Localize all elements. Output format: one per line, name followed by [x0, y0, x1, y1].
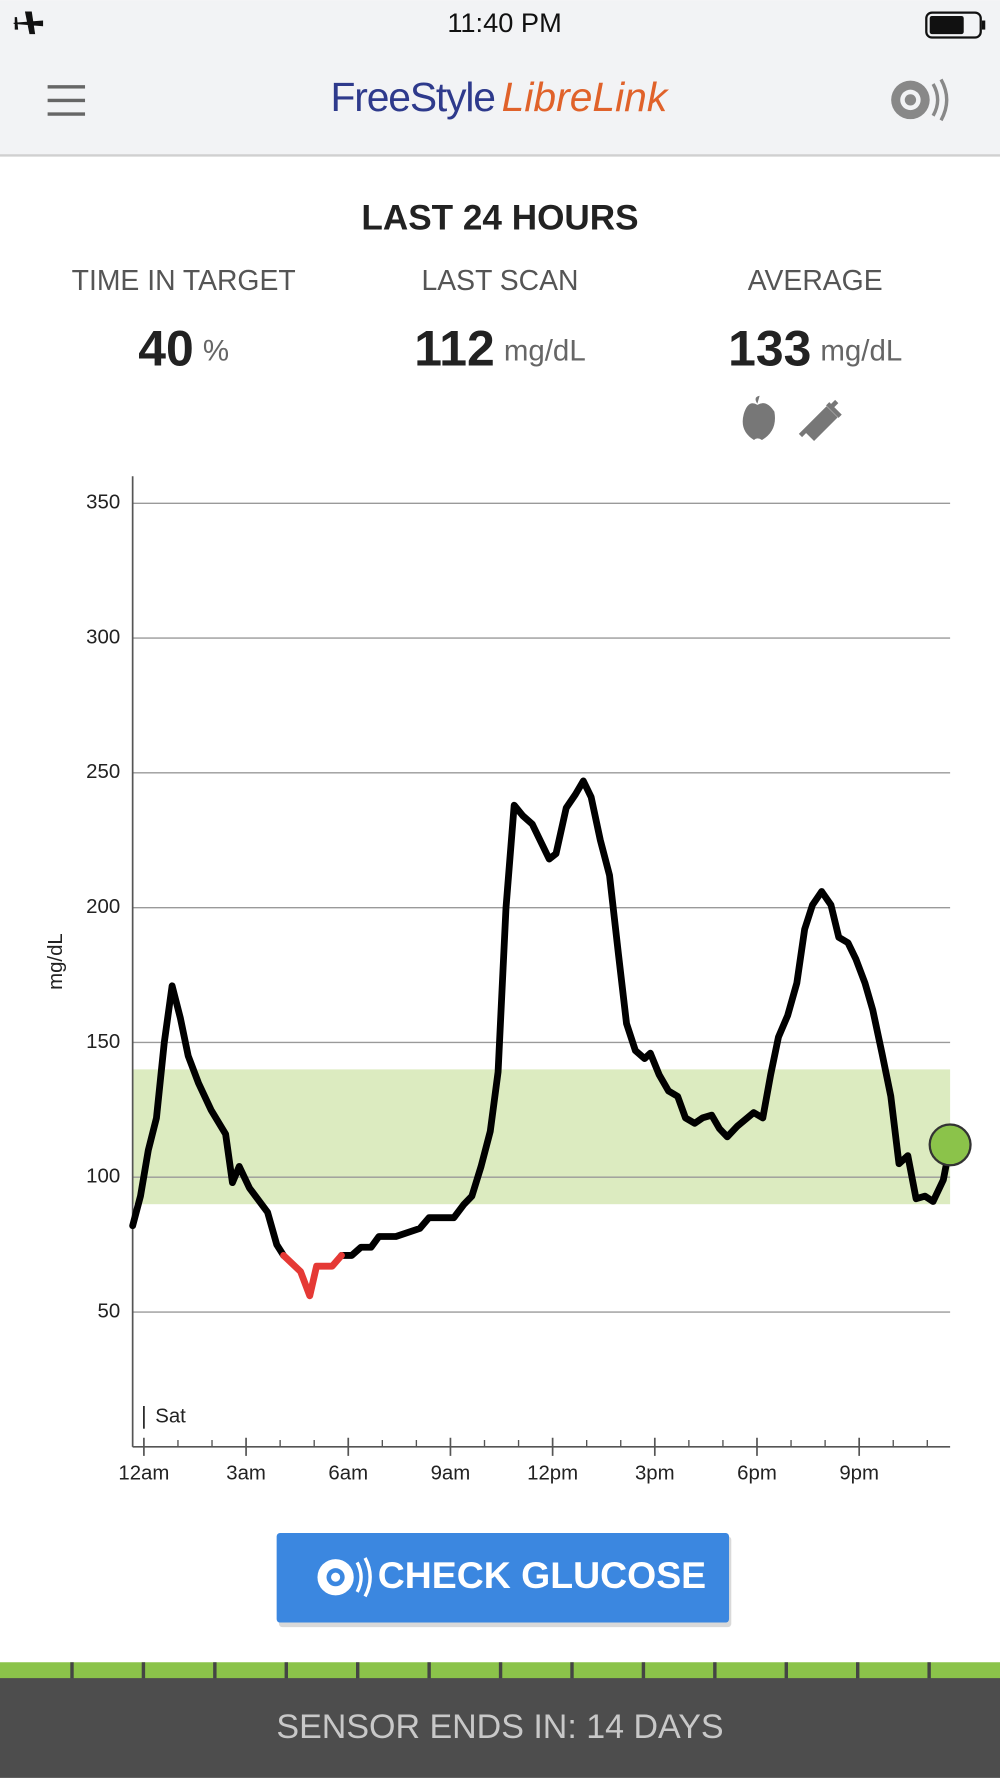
- progress-separator: [70, 1662, 74, 1680]
- y-tick-label: 100: [86, 1166, 120, 1188]
- x-tick-label: 6pm: [737, 1462, 777, 1484]
- scan-icon[interactable]: [891, 78, 949, 122]
- scan-center: [904, 94, 917, 106]
- stat-label: TIME IN TARGET: [72, 265, 296, 297]
- x-tick-label: 12pm: [527, 1462, 578, 1484]
- stat-value-line: 40%: [138, 321, 229, 377]
- insulin-icon: [798, 399, 842, 441]
- menu-line: [47, 85, 86, 89]
- glucose-chart: 50 100 150 200 250 300 350 mg/dL 12am 3am 6am 9am 12…: [45, 476, 972, 1484]
- y-tick-label: 200: [86, 896, 120, 918]
- progress-separator: [427, 1662, 431, 1680]
- menu-button[interactable]: [47, 85, 86, 116]
- target-range: [132, 1069, 951, 1205]
- progress-separator: [784, 1662, 788, 1680]
- stat-unit: %: [203, 335, 229, 368]
- summary-title: LAST 24 HOURS: [361, 198, 638, 237]
- stat-value-line: 112 mg/dL: [414, 321, 585, 377]
- stat-unit: mg/dL: [820, 335, 902, 368]
- scan-waves: [931, 78, 949, 122]
- battery-level: [929, 15, 964, 35]
- battery-tip: [981, 20, 986, 30]
- progress-separator: [713, 1662, 717, 1680]
- sensor-progress-separators: [70, 1662, 931, 1680]
- stat-unit: mg/dL: [504, 335, 586, 368]
- button-label[interactable]: CHECK GLUCOSE: [378, 1554, 706, 1596]
- check-glucose-button[interactable]: CHECK GLUCOSE: [276, 1532, 732, 1628]
- x-tick-label: 12am: [118, 1462, 169, 1484]
- menu-line: [47, 112, 86, 116]
- current-reading: [928, 1123, 972, 1167]
- y-tick-label: 350: [86, 492, 120, 514]
- stat-label: AVERAGE: [748, 265, 883, 297]
- progress-separator: [356, 1662, 360, 1680]
- progress-separator: [498, 1662, 503, 1680]
- y-tick-label: 250: [86, 761, 120, 783]
- y-tick-label: 300: [86, 626, 120, 648]
- x-tick-label: 9pm: [839, 1462, 879, 1484]
- glucose-line: [280, 1252, 345, 1300]
- stat-value: 112: [414, 321, 494, 377]
- progress-separator: [641, 1662, 646, 1680]
- battery-icon: [925, 11, 982, 39]
- brand-logo: FreeStyle LibreLink: [330, 74, 669, 120]
- stat-value: 133: [728, 321, 811, 377]
- progress-separator: [141, 1662, 146, 1680]
- progress-separator: [284, 1662, 288, 1680]
- day-marker-label: Sat: [155, 1406, 186, 1428]
- brand-librelink: LibreLink: [502, 74, 670, 120]
- brand-freestyle: FreeStyle: [330, 74, 494, 120]
- button-icon-waves: [355, 1557, 372, 1598]
- glucose-line: [129, 777, 954, 1259]
- button-icon-center: [331, 1572, 341, 1582]
- progress-separator: [570, 1662, 574, 1680]
- button-background: [276, 1532, 730, 1623]
- status-time: 11:40 PM: [447, 7, 561, 38]
- progress-separator: [927, 1662, 931, 1680]
- food-icon: [742, 395, 775, 441]
- sensor-status: SENSOR ENDS IN: 14 DAYS: [276, 1708, 723, 1746]
- progress-separator: [856, 1662, 860, 1680]
- x-tick-label: 9am: [431, 1462, 471, 1484]
- summary-stats: TIME IN TARGET 40 % LAST SCAN 112 mg/dL AVERAG…: [72, 265, 903, 377]
- airplane-icon: [13, 11, 44, 35]
- footer-bar: [0, 1678, 1000, 1778]
- stat-value-line: 133 mg/dL: [728, 321, 902, 377]
- y-axis-label: mg/dL: [45, 933, 67, 990]
- stat-value: 40: [138, 321, 193, 377]
- stat-label: LAST SCAN: [422, 265, 579, 297]
- y-tick-label: 50: [97, 1300, 120, 1322]
- x-tick-label: 3am: [226, 1462, 266, 1484]
- top-bar: [0, 0, 1000, 156]
- x-tick-label: 6am: [328, 1462, 368, 1484]
- progress-separator: [213, 1662, 217, 1680]
- menu-line: [47, 98, 86, 103]
- y-tick-label: 150: [86, 1031, 120, 1053]
- x-tick-label: 3pm: [635, 1462, 675, 1484]
